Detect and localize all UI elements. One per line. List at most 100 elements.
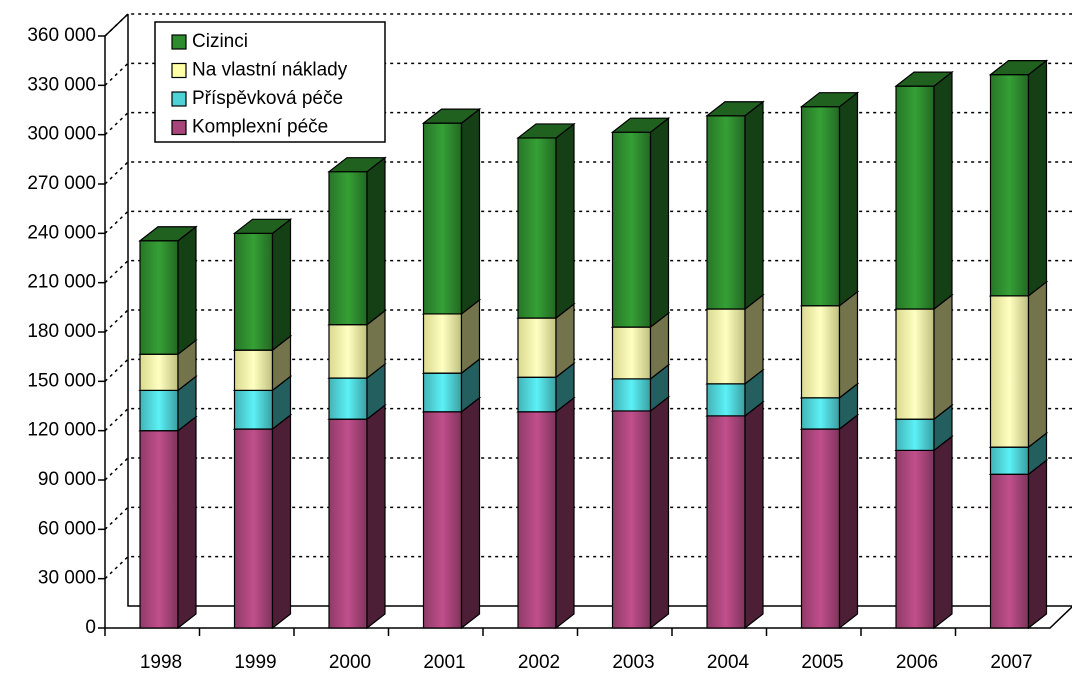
- bar-front: [233, 232, 274, 351]
- legend-swatch: [171, 91, 187, 107]
- bar-side: [1027, 459, 1048, 630]
- x-tick-label: 2001: [423, 652, 465, 673]
- y-tick-label: 330 000: [27, 74, 96, 95]
- x-tick-label: 2003: [612, 652, 654, 673]
- bar-segment: [705, 100, 765, 311]
- bar-front: [422, 372, 463, 413]
- bar-side: [460, 107, 481, 316]
- bar-front: [800, 428, 841, 629]
- bar-front: [706, 308, 746, 385]
- bar-side: [177, 415, 197, 630]
- bar-segment: [138, 225, 198, 356]
- bar-front: [139, 353, 179, 391]
- bar-front: [611, 326, 652, 380]
- bar-side: [1027, 280, 1048, 449]
- x-tick-label: 1998: [140, 652, 182, 673]
- bar-front: [233, 428, 274, 629]
- bar-segment: [421, 107, 482, 316]
- bar-top: [327, 157, 387, 173]
- bar-side: [744, 100, 764, 311]
- bar-side: [555, 396, 575, 630]
- bar-front: [895, 308, 935, 420]
- legend-label: Na vlastní náklady: [192, 60, 348, 81]
- legend-swatch: [171, 34, 187, 50]
- bar-front: [233, 389, 274, 430]
- bar-segment: [894, 70, 954, 311]
- bar-top: [799, 92, 860, 108]
- bar-segment: [894, 435, 954, 630]
- bar-side: [177, 225, 197, 356]
- bar-front: [895, 449, 935, 629]
- bar-segment: [327, 156, 387, 326]
- bar-front: [989, 446, 1030, 475]
- bar-front: [989, 473, 1030, 629]
- y-tick-label: 0: [85, 617, 96, 638]
- bar-front: [989, 295, 1030, 448]
- bar-front: [895, 85, 935, 310]
- y-tick-label: 360 000: [27, 25, 96, 46]
- y-tick-label: 120 000: [27, 420, 96, 441]
- bar-front: [422, 313, 463, 374]
- legend-swatch: [171, 62, 187, 79]
- y-tick-label: 90 000: [38, 469, 96, 490]
- bar-segment: [988, 459, 1049, 630]
- y-tick-label: 30 000: [38, 568, 96, 589]
- bar-side: [366, 403, 386, 630]
- bar-side: [271, 218, 292, 352]
- bar-side: [933, 70, 953, 311]
- y-tick-label: 300 000: [27, 124, 96, 145]
- bar-top: [988, 60, 1049, 76]
- bar-front: [422, 122, 463, 315]
- bar-front: [422, 411, 463, 629]
- bar-segment: [610, 116, 671, 329]
- bar-front: [328, 324, 368, 379]
- bar-side: [744, 400, 764, 630]
- bar-segment: [232, 218, 293, 352]
- bar-side: [838, 91, 859, 307]
- bar-top: [138, 226, 198, 242]
- floor: [105, 605, 1072, 629]
- bar-front: [800, 106, 841, 307]
- bar-front: [895, 418, 935, 451]
- bar-side: [366, 156, 386, 326]
- x-tick-label: 2002: [518, 652, 560, 673]
- bar-side: [649, 116, 670, 329]
- bar-front: [706, 415, 746, 629]
- bar-front: [989, 74, 1030, 297]
- bar-side: [271, 413, 292, 630]
- bar-segment: [988, 280, 1049, 449]
- bar-segment: [516, 122, 576, 320]
- x-tick-label: 2006: [896, 652, 938, 673]
- bar-side: [838, 413, 859, 630]
- bar-segment: [232, 413, 293, 630]
- bar-front: [139, 430, 179, 629]
- bar-top: [705, 101, 765, 117]
- bar-side: [744, 293, 764, 386]
- bar-front: [800, 305, 841, 399]
- bar-top: [610, 117, 671, 133]
- y-tick-label: 180 000: [27, 321, 96, 342]
- x-tick-label: 1999: [234, 652, 276, 673]
- bar-segment: [138, 415, 198, 630]
- legend-label: Komplexní péče: [192, 117, 328, 138]
- legend-box: [154, 21, 386, 143]
- y-tick-label: 150 000: [27, 370, 96, 391]
- bar-front: [611, 131, 652, 328]
- bar-front: [233, 349, 274, 391]
- y-tick-label: 210 000: [27, 272, 96, 293]
- legend-label: Cizinci: [192, 31, 248, 52]
- bar-front: [517, 411, 557, 629]
- bar-segment: [894, 293, 954, 421]
- y-tick-label: 240 000: [27, 222, 96, 243]
- bar-top: [894, 71, 954, 87]
- x-tick-label: 2007: [990, 652, 1032, 673]
- bar-front: [139, 240, 179, 355]
- bar-front: [328, 377, 368, 420]
- y-tick-label: 270 000: [27, 173, 96, 194]
- bar-side: [649, 395, 670, 630]
- bar-top: [516, 123, 576, 139]
- bar-front: [611, 410, 652, 629]
- bar-segment: [799, 413, 860, 630]
- x-tick-label: 2005: [801, 652, 843, 673]
- bar-segment: [705, 400, 765, 630]
